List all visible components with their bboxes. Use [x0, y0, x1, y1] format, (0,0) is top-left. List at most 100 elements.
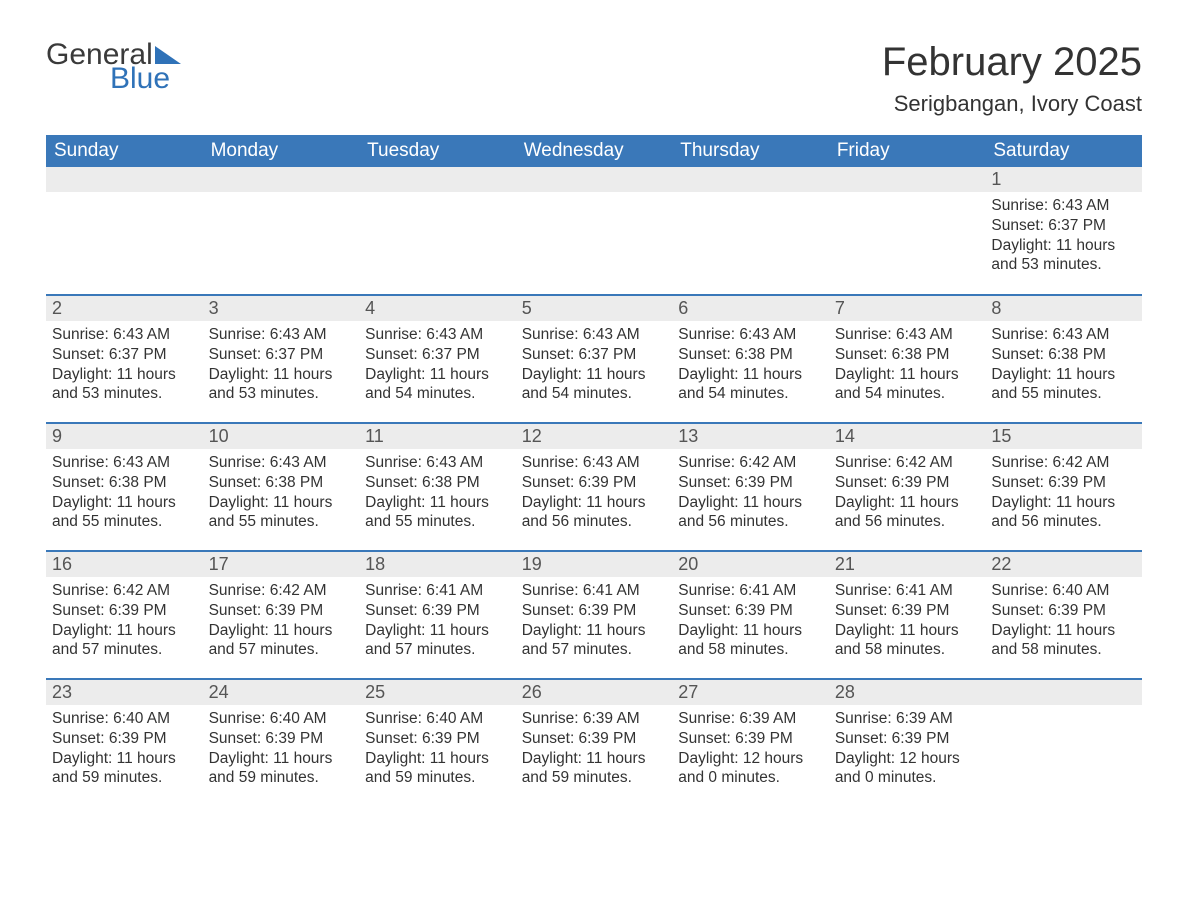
- calendar-cell: 20Sunrise: 6:41 AMSunset: 6:39 PMDayligh…: [672, 551, 829, 679]
- calendar-cell: [46, 167, 203, 295]
- calendar-cell: 9Sunrise: 6:43 AMSunset: 6:38 PMDaylight…: [46, 423, 203, 551]
- day-body: Sunrise: 6:43 AMSunset: 6:38 PMDaylight:…: [359, 449, 516, 542]
- sunrise-line: Sunrise: 6:42 AM: [209, 581, 354, 601]
- sunrise-line: Sunrise: 6:39 AM: [835, 709, 980, 729]
- sunrise-line: Sunrise: 6:42 AM: [991, 453, 1136, 473]
- calendar-cell: [359, 167, 516, 295]
- calendar-cell: 26Sunrise: 6:39 AMSunset: 6:39 PMDayligh…: [516, 679, 673, 807]
- weekday-header: Sunday: [46, 135, 203, 167]
- day-body: Sunrise: 6:41 AMSunset: 6:39 PMDaylight:…: [516, 577, 673, 670]
- day-number: 24: [203, 680, 360, 705]
- daylight-line: Daylight: 11 hours and 57 minutes.: [522, 621, 667, 661]
- calendar-cell: 24 Sunrise: 6:40 AMSunset: 6:39 PMDayligh…: [203, 679, 360, 807]
- sunset-line: Sunset: 6:39 PM: [209, 601, 354, 621]
- sunset-line: Sunset: 6:39 PM: [522, 601, 667, 621]
- day-number: [46, 167, 203, 192]
- daylight-line: Daylight: 11 hours and 56 minutes.: [678, 493, 823, 533]
- sunrise-line: Sunrise: 6:43 AM: [365, 453, 510, 473]
- day-number: 4: [359, 296, 516, 321]
- daylight-line: Daylight: 11 hours and 55 minutes.: [991, 365, 1136, 405]
- day-number: 1: [985, 167, 1142, 192]
- day-body: Sunrise: 6:42 AMSunset: 6:39 PMDaylight:…: [203, 577, 360, 670]
- calendar-table: SundayMondayTuesdayWednesdayThursdayFrid…: [46, 135, 1142, 807]
- sunrise-line: Sunrise: 6:40 AM: [209, 709, 354, 729]
- calendar-cell: 4 Sunrise: 6:43 AMSunset: 6:37 PMDaylight…: [359, 295, 516, 423]
- calendar-cell: 17Sunrise: 6:42 AMSunset: 6:39 PMDayligh…: [203, 551, 360, 679]
- sunset-line: Sunset: 6:38 PM: [991, 345, 1136, 365]
- day-body: Sunrise: 6:41 AMSunset: 6:39 PMDaylight:…: [672, 577, 829, 670]
- calendar-cell: 7Sunrise: 6:43 AMSunset: 6:38 PMDaylight…: [829, 295, 986, 423]
- calendar-cell: 19Sunrise: 6:41 AMSunset: 6:39 PMDayligh…: [516, 551, 673, 679]
- daylight-line: Daylight: 11 hours and 59 minutes.: [52, 749, 197, 789]
- calendar-cell: 18Sunrise: 6:41 AMSunset: 6:39 PMDayligh…: [359, 551, 516, 679]
- day-body: Sunrise: 6:42 AMSunset: 6:39 PMDaylight:…: [46, 577, 203, 670]
- day-number: 6: [672, 296, 829, 321]
- sunrise-line: Sunrise: 6:41 AM: [835, 581, 980, 601]
- calendar-week-row: 2Sunrise: 6:43 AMSunset: 6:37 PMDaylight…: [46, 295, 1142, 423]
- sunrise-line: Sunrise: 6:43 AM: [991, 325, 1136, 345]
- day-number: [829, 167, 986, 192]
- sunset-line: Sunset: 6:39 PM: [678, 729, 823, 749]
- sunset-line: Sunset: 6:39 PM: [835, 473, 980, 493]
- sunrise-line: Sunrise: 6:43 AM: [835, 325, 980, 345]
- daylight-line: Daylight: 12 hours and 0 minutes.: [678, 749, 823, 789]
- daylight-line: Daylight: 11 hours and 59 minutes.: [209, 749, 354, 789]
- calendar-cell: 13Sunrise: 6:42 AMSunset: 6:39 PMDayligh…: [672, 423, 829, 551]
- sunset-line: Sunset: 6:39 PM: [209, 729, 354, 749]
- sunrise-line: Sunrise: 6:43 AM: [365, 325, 510, 345]
- sunset-line: Sunset: 6:38 PM: [52, 473, 197, 493]
- day-number: 17: [203, 552, 360, 577]
- day-number: [985, 680, 1142, 705]
- sunrise-line: Sunrise: 6:42 AM: [52, 581, 197, 601]
- calendar-cell: [985, 679, 1142, 807]
- sunrise-line: Sunrise: 6:43 AM: [52, 453, 197, 473]
- sunset-line: Sunset: 6:37 PM: [52, 345, 197, 365]
- day-body: Sunrise: 6:43 AMSunset: 6:38 PMDaylight:…: [203, 449, 360, 542]
- day-number: 9: [46, 424, 203, 449]
- sunrise-line: Sunrise: 6:43 AM: [209, 453, 354, 473]
- sunset-line: Sunset: 6:38 PM: [678, 345, 823, 365]
- daylight-line: Daylight: 11 hours and 53 minutes.: [991, 236, 1136, 276]
- calendar-cell: 5Sunrise: 6:43 AMSunset: 6:37 PMDaylight…: [516, 295, 673, 423]
- sunrise-line: Sunrise: 6:41 AM: [522, 581, 667, 601]
- day-number: 26: [516, 680, 673, 705]
- sunset-line: Sunset: 6:39 PM: [52, 601, 197, 621]
- day-number: 25: [359, 680, 516, 705]
- day-number: 22: [985, 552, 1142, 577]
- day-number: 23: [46, 680, 203, 705]
- daylight-line: Daylight: 11 hours and 58 minutes.: [678, 621, 823, 661]
- brand-blue: Blue: [110, 64, 181, 94]
- calendar-cell: 15Sunrise: 6:42 AMSunset: 6:39 PMDayligh…: [985, 423, 1142, 551]
- calendar-cell: 10Sunrise: 6:43 AMSunset: 6:38 PMDayligh…: [203, 423, 360, 551]
- sunset-line: Sunset: 6:39 PM: [365, 729, 510, 749]
- daylight-line: Daylight: 11 hours and 58 minutes.: [991, 621, 1136, 661]
- day-number: 27: [672, 680, 829, 705]
- calendar-cell: [516, 167, 673, 295]
- sunset-line: Sunset: 6:37 PM: [365, 345, 510, 365]
- day-number: 14: [829, 424, 986, 449]
- day-number: 21: [829, 552, 986, 577]
- sunrise-line: Sunrise: 6:41 AM: [365, 581, 510, 601]
- sunrise-line: Sunrise: 6:43 AM: [209, 325, 354, 345]
- day-number: [359, 167, 516, 192]
- day-body: Sunrise: 6:39 AMSunset: 6:39 PMDaylight:…: [516, 705, 673, 798]
- day-body: Sunrise: 6:43 AMSunset: 6:37 PMDaylight:…: [203, 321, 360, 414]
- day-number: 3: [203, 296, 360, 321]
- sunset-line: Sunset: 6:38 PM: [835, 345, 980, 365]
- calendar-body: 1Sunrise: 6:43 AMSunset: 6:37 PMDaylight…: [46, 167, 1142, 807]
- day-number: 15: [985, 424, 1142, 449]
- sunset-line: Sunset: 6:39 PM: [678, 473, 823, 493]
- calendar-cell: 8Sunrise: 6:43 AMSunset: 6:38 PMDaylight…: [985, 295, 1142, 423]
- sunset-line: Sunset: 6:39 PM: [991, 601, 1136, 621]
- daylight-line: Daylight: 11 hours and 57 minutes.: [209, 621, 354, 661]
- location-label: Serigbangan, Ivory Coast: [882, 91, 1142, 117]
- daylight-line: Daylight: 11 hours and 54 minutes.: [365, 365, 510, 405]
- sunrise-line: Sunrise: 6:42 AM: [835, 453, 980, 473]
- day-body: Sunrise: 6:43 AMSunset: 6:37 PMDaylight:…: [516, 321, 673, 414]
- sunset-line: Sunset: 6:39 PM: [365, 601, 510, 621]
- calendar-cell: 3Sunrise: 6:43 AMSunset: 6:37 PMDaylight…: [203, 295, 360, 423]
- daylight-line: Daylight: 11 hours and 53 minutes.: [209, 365, 354, 405]
- calendar-cell: 16Sunrise: 6:42 AMSunset: 6:39 PMDayligh…: [46, 551, 203, 679]
- calendar-cell: [829, 167, 986, 295]
- calendar-cell: 14Sunrise: 6:42 AMSunset: 6:39 PMDayligh…: [829, 423, 986, 551]
